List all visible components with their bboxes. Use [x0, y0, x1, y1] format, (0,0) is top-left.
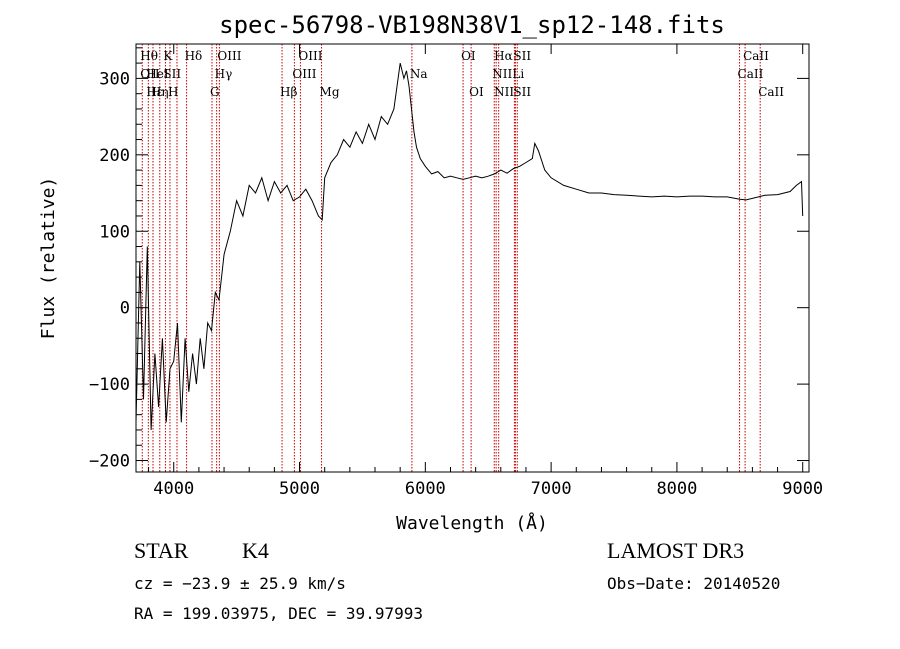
x-tick-label: 4000 — [153, 479, 194, 499]
line-label: Hβ — [280, 85, 297, 99]
line-label: Hα — [494, 49, 513, 63]
line-label: OII — [140, 67, 160, 81]
x-axis-ticks: 4000 5000 6000 7000 8000 9000 — [148, 44, 823, 499]
line-label: Hθ — [140, 49, 158, 63]
line-label: Mg — [320, 85, 340, 99]
line-label: Hγ — [215, 67, 233, 81]
x-tick-label: 9000 — [782, 479, 823, 499]
line-label: Hε — [146, 85, 163, 99]
y-tick-label: −100 — [89, 375, 130, 395]
line-label: Hη — [151, 85, 169, 99]
spectrum-line — [135, 62, 804, 431]
y-tick-label: 100 — [99, 222, 130, 242]
coordinates-readout: RA = 199.03975, DEC = 39.97993 — [134, 604, 423, 623]
line-label: Na — [410, 67, 428, 81]
line-label: SII — [163, 67, 181, 81]
emission-line-markers — [141, 44, 761, 472]
x-tick-label: 7000 — [531, 479, 572, 499]
y-tick-label: 200 — [99, 146, 130, 166]
survey-name: LAMOST DR3 — [607, 538, 745, 563]
line-label: H — [168, 85, 178, 99]
line-label: Li — [512, 67, 524, 81]
observation-date: Obs−Date: 20140520 — [607, 574, 781, 593]
line-label: OIII — [298, 49, 322, 63]
x-tick-label: 8000 — [656, 479, 697, 499]
x-tick-label: 6000 — [405, 479, 446, 499]
line-label: SII — [513, 85, 531, 99]
line-label: OI — [461, 49, 476, 63]
line-label: OI — [469, 85, 484, 99]
y-axis-label: Flux (relative) — [38, 177, 59, 340]
line-label: CaII — [738, 67, 764, 81]
object-class: STAR — [134, 538, 189, 563]
plot-frame — [135, 43, 810, 473]
y-axis-ticks: −200 −100 0 100 200 300 — [89, 47, 809, 472]
line-label: SII — [513, 49, 531, 63]
line-label: K — [163, 49, 173, 63]
line-label: NII — [492, 67, 512, 81]
line-label: CaII — [743, 49, 769, 63]
line-label: NII — [494, 85, 514, 99]
spectral-subclass: K4 — [242, 538, 269, 563]
x-tick-label: 5000 — [279, 479, 320, 499]
x-axis-label: Wavelength (Å) — [396, 512, 548, 534]
line-label: OIII — [292, 67, 316, 81]
chart-title: spec-56798-VB198N38V1_sp12-148.fits — [219, 11, 725, 39]
line-label: HeI — [146, 67, 169, 81]
y-tick-label: 300 — [99, 69, 130, 89]
line-label: OIII — [217, 49, 241, 63]
y-tick-label: −200 — [89, 452, 130, 472]
line-label: CaII — [758, 85, 784, 99]
redshift-readout: cz = −23.9 ± 25.9 km/s — [134, 574, 346, 593]
line-label: G — [210, 85, 220, 99]
y-tick-label: 0 — [120, 299, 130, 319]
line-label: Hδ — [185, 49, 203, 63]
